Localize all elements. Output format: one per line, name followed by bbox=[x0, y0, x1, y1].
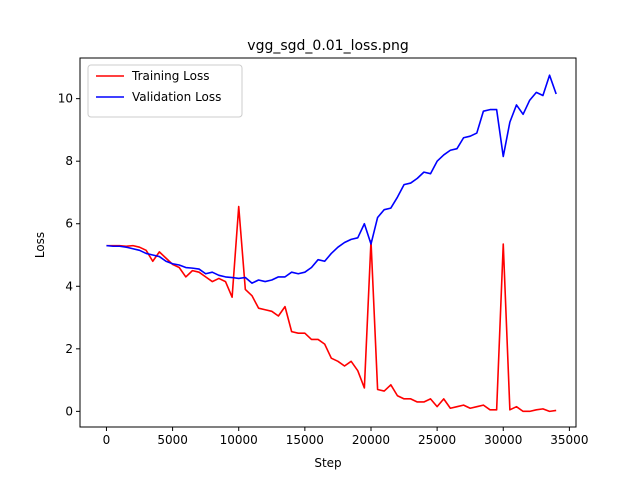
x-tick-label: 35000 bbox=[550, 433, 588, 447]
legend-label: Validation Loss bbox=[132, 90, 221, 104]
y-tick-label: 4 bbox=[65, 279, 73, 293]
chart-title: vgg_sgd_0.01_loss.png bbox=[247, 38, 408, 54]
y-tick-label: 8 bbox=[65, 154, 73, 168]
series-line-validation-loss bbox=[106, 74, 557, 284]
x-tick-label: 0 bbox=[103, 433, 111, 447]
x-tick-label: 30000 bbox=[484, 433, 522, 447]
legend-box bbox=[87, 64, 243, 118]
x-tick-label: 25000 bbox=[418, 433, 456, 447]
x-tick-label: 5000 bbox=[157, 433, 188, 447]
y-tick-label: 0 bbox=[65, 404, 73, 418]
y-axis: 0 2 4 6 8 10 bbox=[58, 92, 80, 418]
x-axis: 0 5000 10000 15000 20000 25000 30000 35000 bbox=[103, 427, 588, 447]
legend: Training Loss Validation Loss bbox=[87, 64, 243, 118]
y-tick-label: 6 bbox=[65, 217, 73, 231]
x-tick-label: 10000 bbox=[220, 433, 258, 447]
y-axis-label: Loss bbox=[33, 232, 47, 258]
y-tick-label: 10 bbox=[58, 92, 73, 106]
series-line-training-loss bbox=[106, 205, 557, 413]
x-tick-label: 20000 bbox=[352, 433, 390, 447]
legend-label: Training Loss bbox=[131, 69, 209, 83]
plot-frame bbox=[79, 57, 577, 428]
y-tick-label: 2 bbox=[65, 342, 73, 356]
series-group bbox=[106, 74, 557, 413]
x-axis-label: Step bbox=[314, 456, 341, 470]
x-tick-label: 15000 bbox=[286, 433, 324, 447]
